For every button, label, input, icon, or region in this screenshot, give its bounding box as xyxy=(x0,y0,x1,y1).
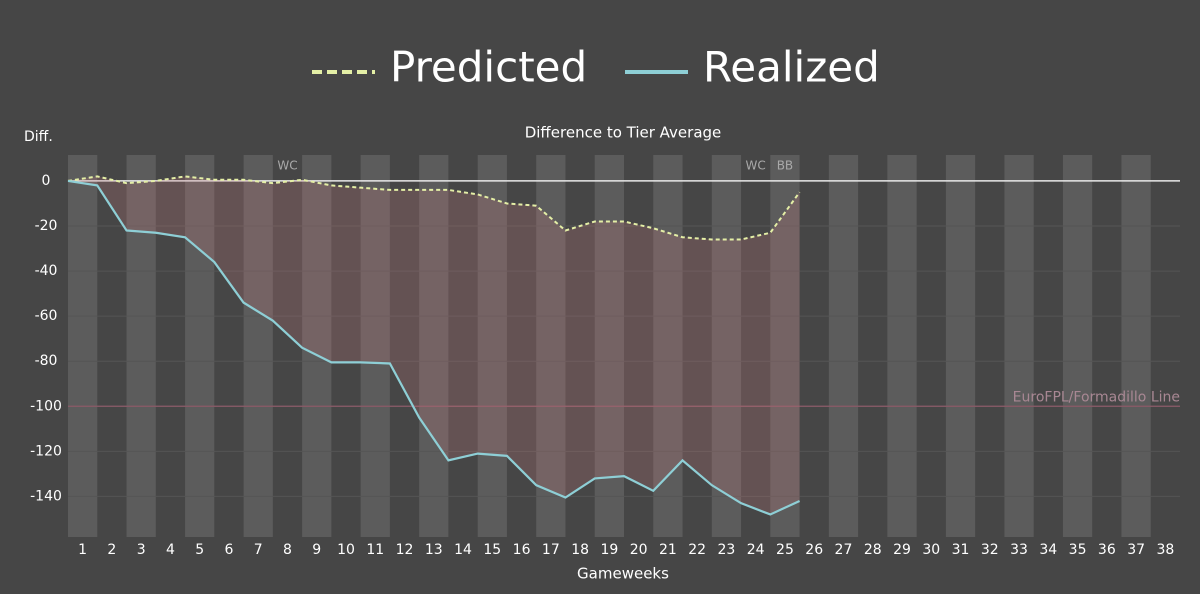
difference-area xyxy=(68,176,800,515)
x-tick-label: 14 xyxy=(454,542,472,558)
gameweek-band xyxy=(828,155,859,537)
x-tick-label: 33 xyxy=(1010,542,1028,558)
legend-label: Predicted xyxy=(390,43,587,92)
gameweek-band xyxy=(126,155,156,537)
x-tick-label: 9 xyxy=(312,542,321,558)
x-tick-label: 7 xyxy=(254,542,263,558)
chip-annotation: WC xyxy=(277,159,297,173)
gameweek-band xyxy=(68,155,98,537)
x-tick-label: 16 xyxy=(513,542,531,558)
gameweek-band xyxy=(243,155,273,537)
y-tick-label: -40 xyxy=(35,263,58,279)
gameweek-band xyxy=(185,155,215,537)
gameweek-band xyxy=(770,155,800,537)
x-tick-label: 25 xyxy=(776,542,794,558)
x-tick-label: 1 xyxy=(78,542,87,558)
x-tick-label: 37 xyxy=(1127,542,1145,558)
x-tick-label: 3 xyxy=(137,542,146,558)
gameweek-band xyxy=(1062,155,1093,537)
series-line xyxy=(67,179,801,516)
x-tick-label: 15 xyxy=(483,542,501,558)
x-tick-label: 32 xyxy=(981,542,999,558)
x-tick-label: 6 xyxy=(224,542,233,558)
x-tick-label: 12 xyxy=(396,542,414,558)
reference-line-label: EuroFPL/Formadillo Line xyxy=(1013,389,1180,405)
x-tick-label: 20 xyxy=(630,542,648,558)
y-axis-label: Diff. xyxy=(24,129,53,145)
chart-title: Difference to Tier Average xyxy=(525,124,722,142)
x-tick-label: 35 xyxy=(1069,542,1087,558)
x-tick-label: 31 xyxy=(952,542,970,558)
x-tick-label: 27 xyxy=(835,542,853,558)
x-tick-label: 18 xyxy=(571,542,589,558)
x-tick-label: 30 xyxy=(922,542,940,558)
x-tick-label: 17 xyxy=(542,542,560,558)
series-line xyxy=(67,175,801,241)
x-tick-label: 2 xyxy=(107,542,116,558)
x-tick-label: 36 xyxy=(1098,542,1116,558)
x-tick-label: 23 xyxy=(718,542,736,558)
y-tick-label: -20 xyxy=(35,218,58,234)
x-tick-label: 29 xyxy=(893,542,911,558)
y-tick-label: -100 xyxy=(30,398,62,414)
y-tick-label: -120 xyxy=(30,443,62,459)
gameweek-band xyxy=(360,155,390,537)
gameweek-band xyxy=(945,155,976,537)
gameweek-band xyxy=(1121,155,1151,537)
x-tick-label: 19 xyxy=(600,542,618,558)
gameweek-band xyxy=(711,155,742,537)
x-tick-label: 8 xyxy=(283,542,292,558)
x-tick-label: 24 xyxy=(747,542,765,558)
y-tick-label: 0 xyxy=(42,173,51,189)
x-axis-label: Gameweeks xyxy=(577,565,669,583)
gameweek-band xyxy=(594,155,624,537)
chip-annotation: WC xyxy=(746,159,766,173)
x-tick-label: 38 xyxy=(1156,542,1174,558)
y-tick-label: -60 xyxy=(35,308,58,324)
y-tick-label: -80 xyxy=(35,353,58,369)
x-tick-label: 4 xyxy=(166,542,175,558)
x-tick-label: 11 xyxy=(366,542,384,558)
x-tick-label: 22 xyxy=(688,542,706,558)
gameweek-band xyxy=(1004,155,1034,537)
x-tick-label: 10 xyxy=(337,542,355,558)
chip-annotation: BB xyxy=(777,159,793,173)
x-tick-label: 13 xyxy=(425,542,443,558)
x-tick-label: 28 xyxy=(864,542,882,558)
y-tick-label: -140 xyxy=(30,488,62,504)
x-tick-label: 34 xyxy=(1039,542,1057,558)
x-tick-label: 21 xyxy=(659,542,677,558)
gameweek-band xyxy=(477,155,507,537)
gameweek-band xyxy=(653,155,683,537)
gameweek-band xyxy=(419,155,449,537)
legend-label: Realized xyxy=(703,43,880,92)
gameweek-band xyxy=(887,155,917,537)
gameweek-band xyxy=(302,155,332,537)
x-tick-label: 26 xyxy=(805,542,823,558)
x-tick-label: 5 xyxy=(195,542,204,558)
